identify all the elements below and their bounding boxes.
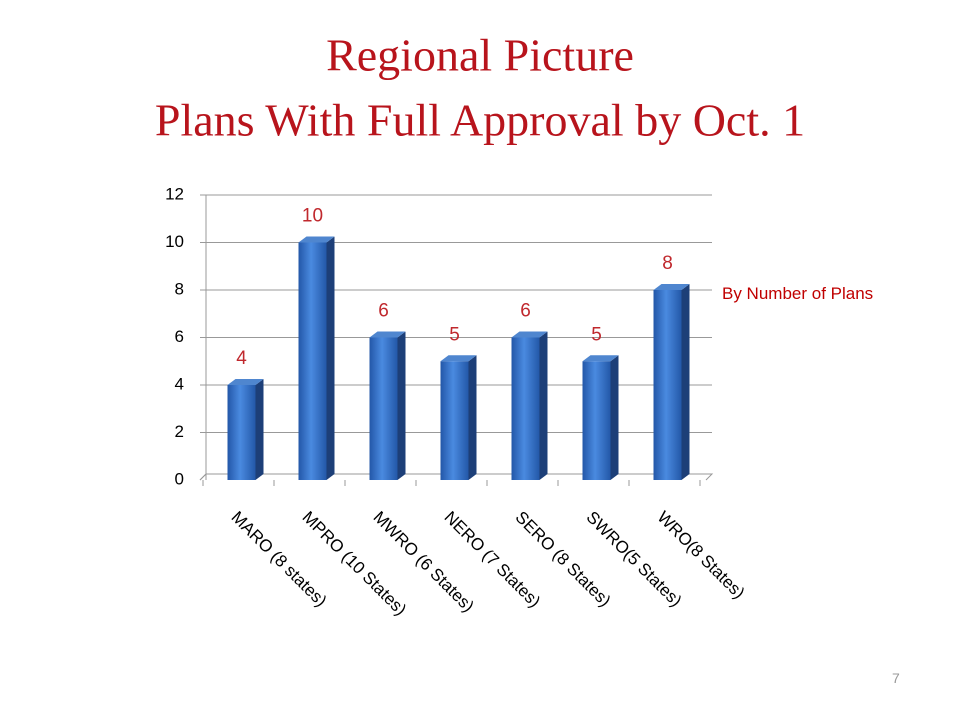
bar-top xyxy=(298,236,335,243)
y-tick-label: 0 xyxy=(175,469,184,488)
tick-mark xyxy=(199,473,207,481)
bar-side xyxy=(468,355,477,480)
y-tick-label: 12 xyxy=(165,184,184,203)
bar-side xyxy=(610,355,619,480)
bar-side xyxy=(255,379,264,480)
data-label: 5 xyxy=(449,324,460,345)
page-number: 7 xyxy=(892,670,900,686)
y-tick-label: 2 xyxy=(175,422,184,441)
y-tick-label: 6 xyxy=(175,327,184,346)
title-line: Regional Picture xyxy=(326,30,634,81)
bar-top xyxy=(582,355,619,362)
data-label: 4 xyxy=(236,348,247,369)
bar xyxy=(369,337,398,480)
bar-top xyxy=(369,331,406,338)
bar-top xyxy=(653,284,690,290)
bar xyxy=(440,361,469,480)
data-label: 6 xyxy=(520,301,531,322)
annotation: By Number of Plans xyxy=(722,284,874,303)
bar-side xyxy=(326,236,335,480)
bar xyxy=(511,337,540,480)
bar-side xyxy=(539,331,548,480)
bar-top xyxy=(511,331,548,338)
bar-side xyxy=(681,284,690,480)
bar-top xyxy=(227,379,264,385)
bar-side xyxy=(397,331,406,480)
data-label: 5 xyxy=(591,324,602,345)
bar xyxy=(227,385,256,480)
y-tick-label: 10 xyxy=(165,232,184,251)
y-tick-label: 4 xyxy=(175,374,184,393)
bar-top xyxy=(440,355,477,362)
data-label: 10 xyxy=(302,206,323,227)
y-tick-label: 8 xyxy=(175,279,184,298)
bar xyxy=(653,290,682,480)
bar xyxy=(298,242,327,480)
data-label: 6 xyxy=(378,301,389,322)
title-line: Plans With Full Approval by Oct. 1 xyxy=(155,95,805,146)
bar xyxy=(582,361,611,480)
data-label: 8 xyxy=(662,253,673,274)
